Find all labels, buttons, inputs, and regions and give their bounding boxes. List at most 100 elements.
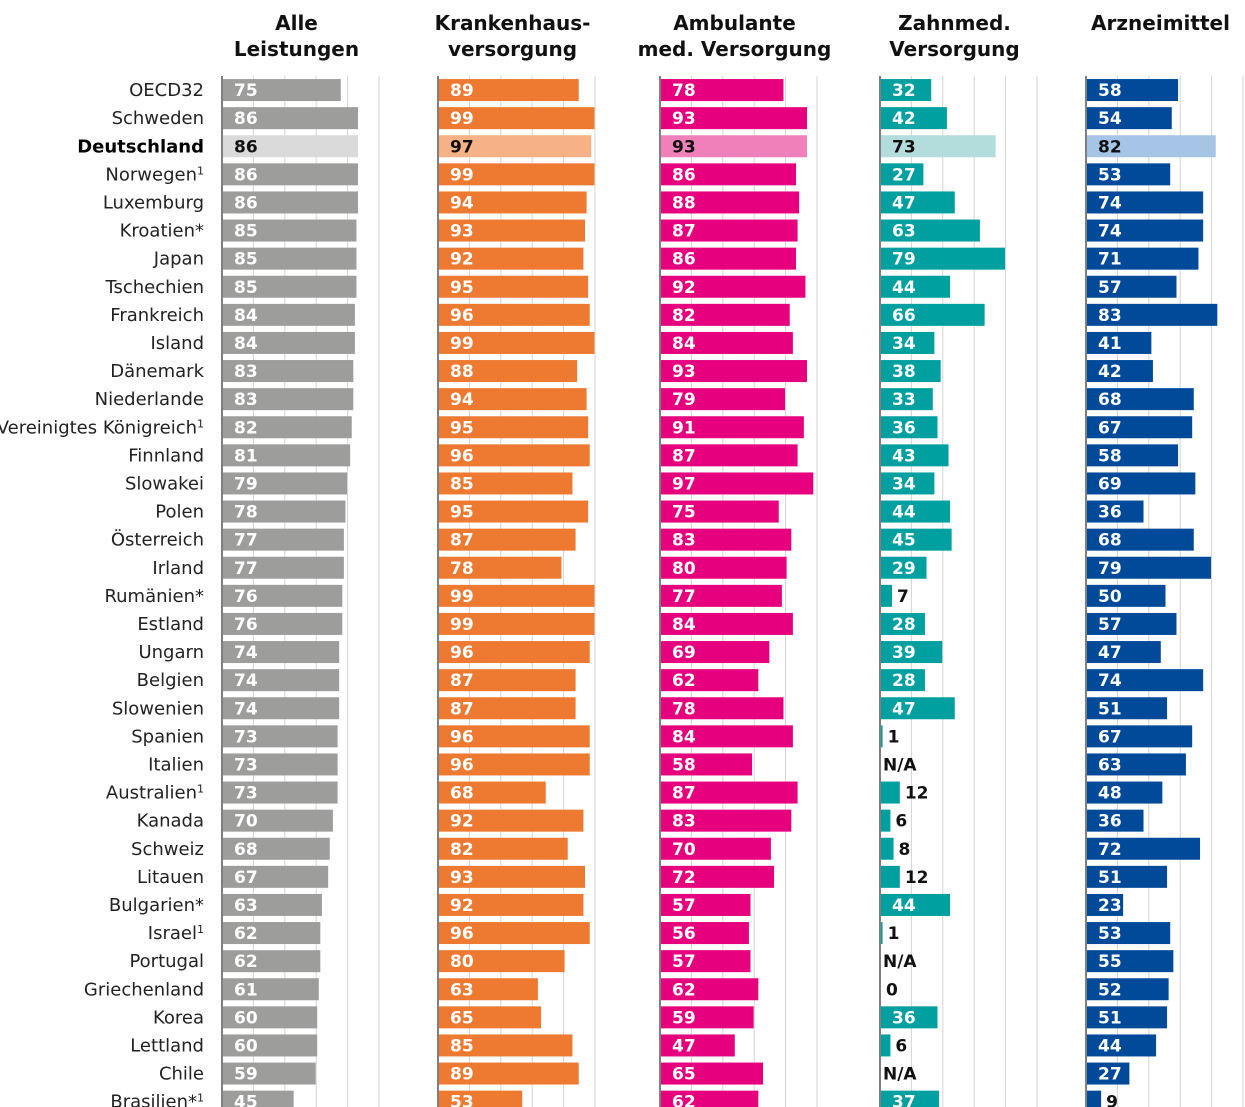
column-header-ambulante-med-versorgung-line-1: Ambulante xyxy=(673,11,796,35)
value-label-alle-leistungen-estland: 76 xyxy=(234,615,258,635)
value-label-krankenhausversorgung-korea: 65 xyxy=(450,1008,474,1028)
value-label-alle-leistungen-vereinigtes-koenigreich: 82 xyxy=(234,418,258,438)
value-label-zahnmed-versorgung-deutschland: 73 xyxy=(892,137,916,157)
value-label-alle-leistungen-japan: 85 xyxy=(234,250,258,270)
bar-ambulante-med-versorgung-australien xyxy=(661,781,798,804)
bar-krankenhausversorgung-portugal xyxy=(439,950,565,973)
bar-alle-leistungen-belgien xyxy=(223,669,340,692)
bar-krankenhausversorgung-deutschland xyxy=(439,135,592,158)
bar-krankenhausversorgung-spanien xyxy=(439,725,590,748)
bar-krankenhausversorgung-israel xyxy=(439,922,590,945)
value-label-ambulante-med-versorgung-brasilien: 62 xyxy=(672,1093,696,1107)
bar-zahnmed-versorgung-brasilien xyxy=(881,1090,940,1107)
value-label-zahnmed-versorgung-ungarn: 39 xyxy=(892,643,916,663)
category-label-rumaenien: Rumänien* xyxy=(104,586,204,607)
bar-krankenhausversorgung-irland xyxy=(439,556,562,579)
value-label-arzneimittel-irland: 79 xyxy=(1098,559,1122,579)
bar-zahnmed-versorgung-slowenien xyxy=(881,697,955,720)
value-label-krankenhausversorgung-island: 99 xyxy=(450,334,474,354)
bar-krankenhausversorgung-daenemark xyxy=(439,360,578,383)
value-label-krankenhausversorgung-kanada: 92 xyxy=(450,812,474,832)
bar-arzneimittel-brasilien xyxy=(1087,1090,1102,1107)
bar-arzneimittel-estland xyxy=(1087,612,1177,635)
bar-alle-leistungen-portugal xyxy=(223,950,321,973)
value-label-alle-leistungen-litauen: 67 xyxy=(234,868,258,888)
bar-zahnmed-versorgung-kroatien xyxy=(881,219,980,242)
bar-alle-leistungen-kanada xyxy=(223,809,333,832)
value-label-ambulante-med-versorgung-italien: 58 xyxy=(672,755,696,775)
value-label-ambulante-med-versorgung-estland: 84 xyxy=(672,615,696,635)
value-label-arzneimittel-chile: 27 xyxy=(1098,1065,1122,1085)
value-label-arzneimittel-kanada: 36 xyxy=(1098,812,1122,832)
value-label-arzneimittel-island: 41 xyxy=(1098,334,1122,354)
bar-ambulante-med-versorgung-schweden xyxy=(661,107,808,130)
bar-krankenhausversorgung-italien xyxy=(439,753,590,776)
category-label-belgien: Belgien xyxy=(137,670,204,691)
value-label-ambulante-med-versorgung-slowakei: 97 xyxy=(672,474,696,494)
bar-ambulante-med-versorgung-daenemark xyxy=(661,360,808,383)
bar-ambulante-med-versorgung-kroatien xyxy=(661,219,798,242)
value-label-arzneimittel-italien: 63 xyxy=(1098,755,1122,775)
bar-alle-leistungen-israel xyxy=(223,922,321,945)
value-label-alle-leistungen-schweiz: 68 xyxy=(234,840,258,860)
bar-ambulante-med-versorgung-belgien xyxy=(661,669,759,692)
value-label-ambulante-med-versorgung-kroatien: 87 xyxy=(672,222,696,242)
category-label-oecd32: OECD32 xyxy=(129,80,204,101)
value-label-ambulante-med-versorgung-spanien: 84 xyxy=(672,727,696,747)
value-label-krankenhausversorgung-luxemburg: 94 xyxy=(450,193,474,213)
bar-arzneimittel-rumaenien xyxy=(1087,584,1166,607)
value-label-zahnmed-versorgung-kanada: 6 xyxy=(895,812,907,832)
bar-zahnmed-versorgung-frankreich xyxy=(881,303,985,326)
bar-zahnmed-versorgung-lettland xyxy=(881,1034,891,1057)
bar-zahnmed-versorgung-litauen xyxy=(881,865,900,888)
value-label-alle-leistungen-bulgarien: 63 xyxy=(234,896,258,916)
value-label-zahnmed-versorgung-luxemburg: 47 xyxy=(892,193,916,213)
value-label-krankenhausversorgung-schweden: 99 xyxy=(450,109,474,129)
category-label-frankreich: Frankreich xyxy=(110,305,204,326)
category-label-irland: Irland xyxy=(152,558,204,579)
value-label-ambulante-med-versorgung-japan: 86 xyxy=(672,250,696,270)
category-label-portugal: Portugal xyxy=(129,951,204,972)
value-label-alle-leistungen-italien: 73 xyxy=(234,755,258,775)
category-label-estland: Estland xyxy=(137,614,204,635)
value-label-ambulante-med-versorgung-oesterreich: 83 xyxy=(672,531,696,551)
category-label-chile: Chile xyxy=(159,1064,204,1085)
value-label-ambulante-med-versorgung-korea: 59 xyxy=(672,1008,696,1028)
value-label-arzneimittel-finnland: 58 xyxy=(1098,446,1122,466)
value-label-ambulante-med-versorgung-island: 84 xyxy=(672,334,696,354)
bar-arzneimittel-vereinigtes-koenigreich xyxy=(1087,416,1193,439)
value-label-ambulante-med-versorgung-schweden: 93 xyxy=(672,109,696,129)
value-label-arzneimittel-polen: 36 xyxy=(1098,503,1122,523)
bar-alle-leistungen-oecd32 xyxy=(223,79,341,102)
value-label-alle-leistungen-polen: 78 xyxy=(234,503,258,523)
value-label-alle-leistungen-frankreich: 84 xyxy=(234,306,258,326)
value-label-ambulante-med-versorgung-rumaenien: 77 xyxy=(672,587,696,607)
bar-arzneimittel-slowakei xyxy=(1087,472,1196,495)
value-label-krankenhausversorgung-israel: 96 xyxy=(450,924,474,944)
bar-ambulante-med-versorgung-italien xyxy=(661,753,753,776)
bar-alle-leistungen-lettland xyxy=(223,1034,318,1057)
value-label-alle-leistungen-luxemburg: 86 xyxy=(234,193,258,213)
value-label-alle-leistungen-portugal: 62 xyxy=(234,952,258,972)
bar-ambulante-med-versorgung-frankreich xyxy=(661,303,790,326)
bar-alle-leistungen-brasilien xyxy=(223,1090,294,1107)
bar-zahnmed-versorgung-belgien xyxy=(881,669,925,692)
value-label-arzneimittel-portugal: 55 xyxy=(1098,952,1122,972)
bar-zahnmed-versorgung-vereinigtes-koenigreich xyxy=(881,416,938,439)
bar-alle-leistungen-italien xyxy=(223,753,338,776)
value-label-zahnmed-versorgung-israel: 1 xyxy=(888,924,900,944)
category-label-kroatien: Kroatien* xyxy=(120,221,204,242)
value-label-krankenhausversorgung-slowenien: 87 xyxy=(450,699,474,719)
bar-ambulante-med-versorgung-griechenland xyxy=(661,978,759,1001)
bar-zahnmed-versorgung-schweiz xyxy=(881,837,894,860)
bar-ambulante-med-versorgung-spanien xyxy=(661,725,793,748)
value-label-arzneimittel-litauen: 51 xyxy=(1098,868,1122,888)
category-label-daenemark: Dänemark xyxy=(110,361,204,382)
value-label-alle-leistungen-spanien: 73 xyxy=(234,727,258,747)
value-label-zahnmed-versorgung-portugal: N/A xyxy=(883,952,917,972)
bar-arzneimittel-italien xyxy=(1087,753,1186,776)
value-label-alle-leistungen-oesterreich: 77 xyxy=(234,531,258,551)
bar-krankenhausversorgung-luxemburg xyxy=(439,191,587,214)
bar-arzneimittel-portugal xyxy=(1087,950,1174,973)
